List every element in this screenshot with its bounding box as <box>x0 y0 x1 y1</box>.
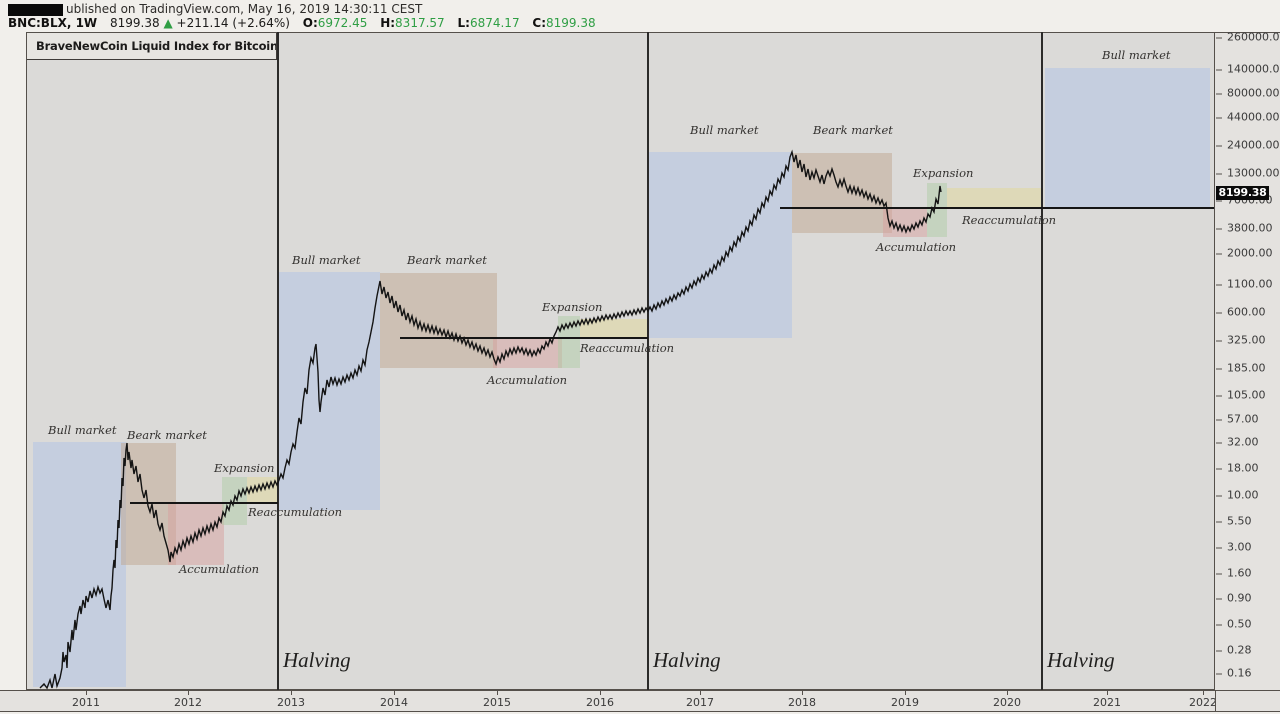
phase-label: Beark market <box>407 253 487 267</box>
published-text: ublished on TradingView.com, May 16, 201… <box>66 2 423 16</box>
price-axis-label: 3.00 <box>1216 540 1252 554</box>
phase-label: Reaccumulation <box>580 341 675 355</box>
price-axis-label: 325.00 <box>1216 333 1266 347</box>
phase-label: Expansion <box>542 300 603 314</box>
price-axis-label: 57.00 <box>1216 412 1259 426</box>
high-label: H: <box>380 16 396 30</box>
time-axis-label: 2016 <box>586 691 614 709</box>
price-axis-label: 0.50 <box>1216 617 1252 631</box>
price-axis-label: 1.60 <box>1216 566 1252 580</box>
up-arrow-icon: ▲ <box>163 16 173 30</box>
price-axis-label: 13000.00 <box>1216 166 1280 180</box>
open-value: 6972.45 <box>317 16 368 30</box>
price-axis-label: 600.00 <box>1216 305 1266 319</box>
symbol-name: BNC:BLX, 1W <box>8 16 98 30</box>
price-axis-label: 44000.00 <box>1216 110 1280 124</box>
last-price: 8199.38 <box>110 16 160 30</box>
time-axis-label: 2014 <box>380 691 408 709</box>
halving-label: Halving <box>283 648 351 672</box>
chart-title: BraveNewCoin Liquid Index for Bitcoin, 1… <box>27 33 277 60</box>
price-axis[interactable]: 260000.00 140000.00 80000.00 44000.00 24000.… <box>1215 31 1280 690</box>
price-axis-label: 0.90 <box>1216 591 1252 605</box>
time-axis-label: 2015 <box>483 691 511 709</box>
halving-label: Halving <box>1047 648 1115 672</box>
time-axis-label: 2022 <box>1189 691 1217 709</box>
published-line: ublished on TradingView.com, May 16, 201… <box>8 2 422 16</box>
phase-label: Bull market <box>48 423 117 437</box>
chart-plot-area[interactable] <box>26 32 1215 690</box>
phase-label: Expansion <box>214 461 275 475</box>
price-axis-label: 140000.00 <box>1216 63 1280 76</box>
redacted-username <box>8 3 63 16</box>
current-price-badge: 8199.38 <box>1216 186 1269 200</box>
time-axis-label: 2012 <box>174 691 202 709</box>
high-value: 8317.57 <box>395 16 445 30</box>
price-axis-label: 0.28 <box>1216 643 1252 657</box>
phase-label: Reaccumulation <box>962 213 1057 227</box>
phase-label: Accumulation <box>876 240 957 254</box>
low-value: 6874.17 <box>469 16 520 30</box>
time-axis[interactable]: 2011 2012 2013 2014 2015 2016 2017 2018 2019 2020… <box>0 690 1280 712</box>
price-change: +211.14 (+2.64%) <box>176 16 290 30</box>
phase-label: Bull market <box>690 123 759 137</box>
halving-label: Halving <box>653 648 721 672</box>
open-label: O: <box>302 16 318 30</box>
time-axis-label: 2013 <box>277 691 305 709</box>
price-axis-label: 105.00 <box>1216 388 1266 402</box>
price-axis-label: 0.16 <box>1216 666 1252 680</box>
time-axis-label: 2021 <box>1093 691 1121 709</box>
axis-corner-separator <box>1215 690 1216 712</box>
low-label: L: <box>457 16 470 30</box>
symbol-status-line: BNC:BLX, 1W 8199.38 ▲ +211.14 (+2.64%) O… <box>8 16 596 31</box>
phase-label: Bull market <box>1102 48 1171 62</box>
phase-label: Expansion <box>913 166 974 180</box>
time-axis-label: 2017 <box>686 691 714 709</box>
price-axis-label: 185.00 <box>1216 361 1266 375</box>
price-axis-label: 32.00 <box>1216 435 1259 449</box>
phase-label: Accumulation <box>179 562 260 576</box>
price-axis-label: 3800.00 <box>1216 221 1273 235</box>
price-axis-label: 2000.00 <box>1216 246 1273 260</box>
phase-label: Beark market <box>813 123 893 137</box>
price-axis-label: 1100.00 <box>1216 277 1273 291</box>
close-value: 8199.38 <box>546 16 596 30</box>
phase-label: Beark market <box>127 428 207 442</box>
price-axis-label: 24000.00 <box>1216 138 1280 152</box>
phase-label: Bull market <box>292 253 361 267</box>
price-axis-label: 10.00 <box>1216 488 1259 502</box>
price-axis-label: 5.50 <box>1216 514 1252 528</box>
close-label: C: <box>532 16 547 30</box>
time-axis-label: 2011 <box>72 691 100 709</box>
price-axis-label: 260000.00 <box>1216 31 1280 44</box>
price-axis-label: 80000.00 <box>1216 86 1280 100</box>
time-axis-label: 2020 <box>993 691 1021 709</box>
time-axis-label: 2018 <box>788 691 816 709</box>
price-axis-label: 18.00 <box>1216 461 1259 475</box>
time-axis-label: 2019 <box>891 691 919 709</box>
phase-label: Reaccumulation <box>248 505 343 519</box>
phase-label: Accumulation <box>487 373 568 387</box>
